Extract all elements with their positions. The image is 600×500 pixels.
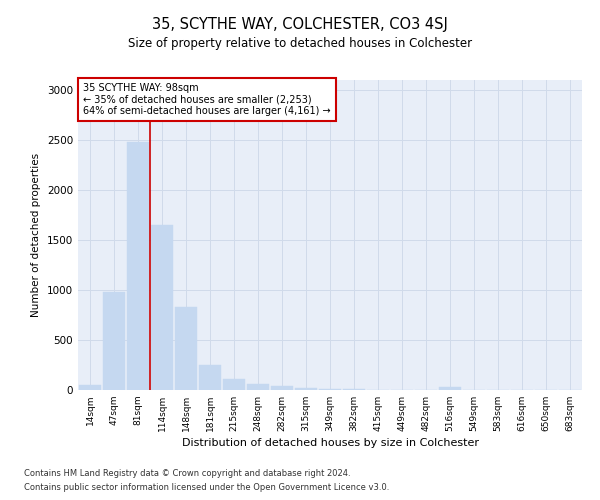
Text: Contains HM Land Registry data © Crown copyright and database right 2024.: Contains HM Land Registry data © Crown c… <box>24 468 350 477</box>
Bar <box>439 387 461 390</box>
Bar <box>127 142 149 390</box>
Bar <box>343 389 365 390</box>
X-axis label: Distribution of detached houses by size in Colchester: Distribution of detached houses by size … <box>182 438 479 448</box>
Text: 35, SCYTHE WAY, COLCHESTER, CO3 4SJ: 35, SCYTHE WAY, COLCHESTER, CO3 4SJ <box>152 18 448 32</box>
Bar <box>223 378 245 390</box>
Bar <box>319 388 341 390</box>
Bar <box>271 386 293 390</box>
Y-axis label: Number of detached properties: Number of detached properties <box>31 153 41 317</box>
Bar <box>79 385 101 390</box>
Bar <box>175 307 197 390</box>
Bar <box>103 292 125 390</box>
Text: Contains public sector information licensed under the Open Government Licence v3: Contains public sector information licen… <box>24 484 389 492</box>
Bar <box>151 225 173 390</box>
Text: Size of property relative to detached houses in Colchester: Size of property relative to detached ho… <box>128 38 472 51</box>
Bar <box>247 384 269 390</box>
Text: 35 SCYTHE WAY: 98sqm
← 35% of detached houses are smaller (2,253)
64% of semi-de: 35 SCYTHE WAY: 98sqm ← 35% of detached h… <box>83 83 331 116</box>
Bar <box>199 365 221 390</box>
Bar <box>295 388 317 390</box>
